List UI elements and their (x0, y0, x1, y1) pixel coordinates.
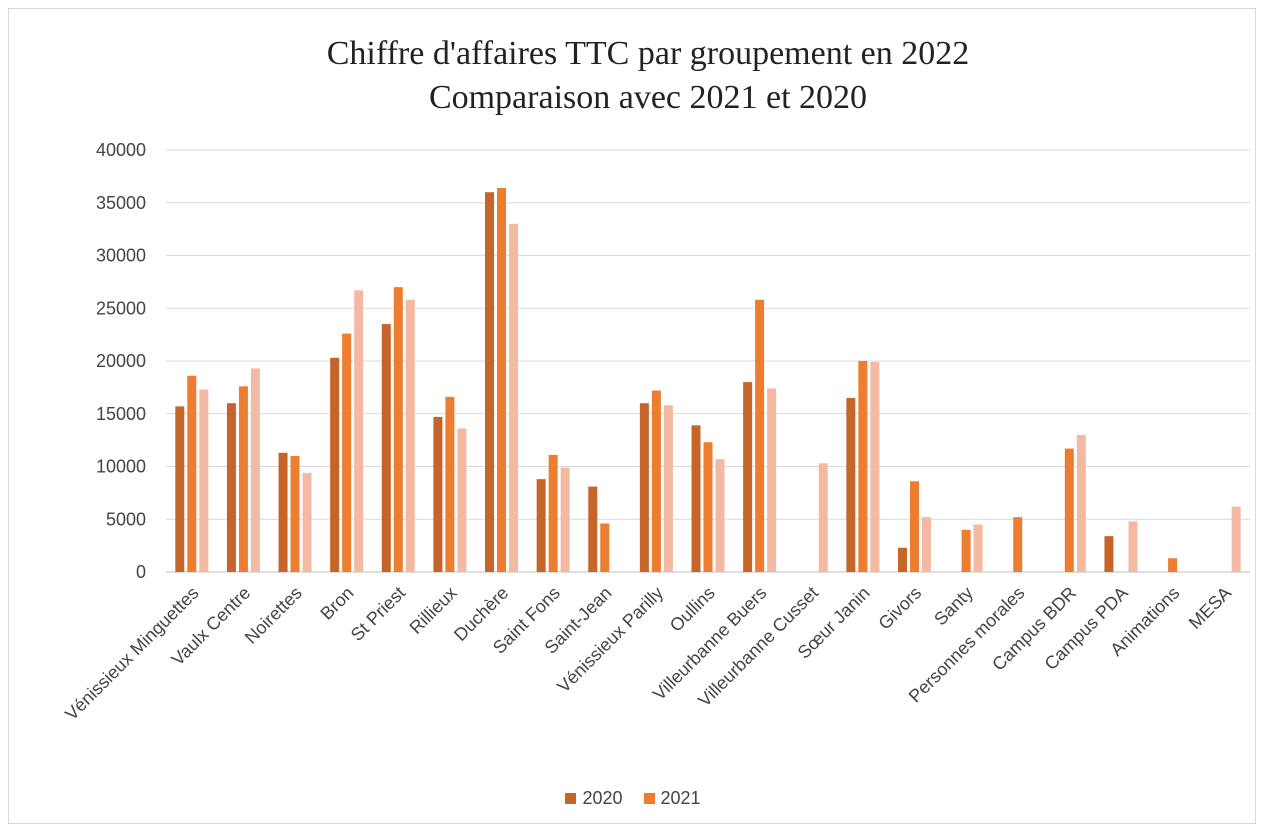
y-tick-label: 40000 (96, 140, 146, 160)
y-tick-label: 15000 (96, 404, 146, 424)
bar (1064, 448, 1074, 572)
bar (1013, 517, 1023, 572)
bar (1128, 521, 1138, 572)
bar (858, 361, 868, 572)
bar (1168, 558, 1178, 572)
x-tick-label: Bron (316, 583, 357, 624)
bar (433, 416, 443, 572)
chart-title-line-2: Comparaison avec 2021 et 2020 (428, 79, 868, 116)
y-tick-label: 5000 (106, 509, 146, 529)
bar (187, 375, 197, 572)
bar (818, 463, 828, 572)
chart-title-line-1: Chiffre d'affaires TTC par groupement en… (326, 35, 970, 72)
chart-title: Chiffre d'affaires TTC par groupement en… (0, 32, 1266, 120)
bar (199, 389, 209, 572)
legend-label-2021: 2021 (660, 788, 701, 808)
y-tick-label: 10000 (96, 457, 146, 477)
bar (560, 467, 570, 572)
bar (973, 524, 983, 572)
y-tick-label: 20000 (96, 351, 146, 371)
bar (1076, 434, 1086, 572)
x-tick-label: St Priest (347, 583, 409, 645)
bar (445, 396, 455, 572)
bar (715, 459, 725, 572)
bar (755, 299, 765, 572)
bar (497, 187, 507, 573)
bar (278, 452, 288, 572)
y-tick-label: 35000 (96, 193, 146, 213)
bar (405, 299, 415, 572)
bar (639, 403, 649, 572)
bar (743, 382, 753, 572)
bar (330, 357, 340, 572)
bar (1231, 506, 1241, 572)
chart-legend: 2020 2021 (0, 788, 1266, 809)
bar (485, 192, 495, 572)
bar (536, 479, 546, 572)
legend-item-2020: 2020 (565, 788, 622, 809)
x-tick-label: MESA (1185, 583, 1235, 633)
bar (600, 523, 610, 572)
bar (238, 386, 248, 572)
legend-swatch-2020 (565, 793, 577, 804)
chart-frame (8, 8, 1256, 824)
x-tick-label: Givors (874, 583, 925, 634)
x-tick-label: Noirettes (241, 583, 306, 648)
bar (691, 425, 701, 572)
bar (509, 223, 519, 572)
bar (290, 455, 300, 572)
bar (548, 454, 558, 572)
bar (175, 406, 185, 572)
bar (909, 481, 919, 572)
bar (663, 405, 673, 572)
bar (921, 517, 931, 572)
bar (302, 472, 312, 572)
bar (457, 428, 467, 572)
bar (767, 388, 777, 572)
y-tick-label: 30000 (96, 246, 146, 266)
bar (1104, 536, 1114, 572)
bar (651, 390, 661, 572)
bar (354, 290, 364, 572)
bar (846, 397, 856, 572)
y-tick-label: 25000 (96, 298, 146, 318)
x-tick-label: Santy (930, 583, 977, 630)
bar (703, 442, 713, 572)
bar (250, 368, 260, 572)
bar (393, 287, 403, 572)
bar (961, 529, 971, 572)
y-tick-label: 0 (136, 562, 146, 582)
bar (342, 333, 352, 572)
bar (226, 403, 236, 572)
bar (588, 486, 598, 572)
bar (870, 362, 880, 572)
legend-label-2020: 2020 (582, 788, 623, 808)
legend-swatch-2021 (643, 793, 655, 804)
bar (381, 324, 391, 572)
bar (897, 547, 907, 572)
legend-item-2021: 2021 (643, 788, 701, 809)
